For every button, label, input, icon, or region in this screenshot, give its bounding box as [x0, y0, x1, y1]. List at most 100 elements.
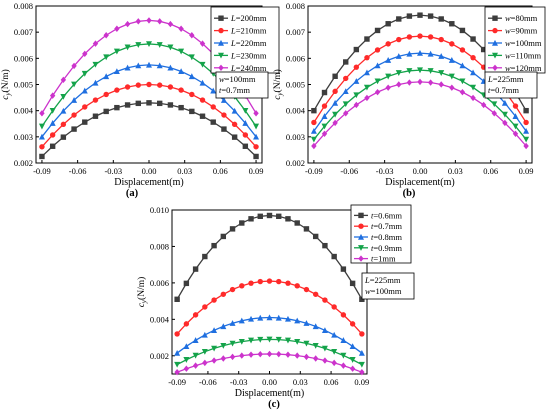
legend-label: L=230mm [230, 50, 267, 60]
data-point [253, 123, 260, 130]
data-point [239, 220, 245, 226]
data-point [349, 321, 356, 327]
data-point [332, 119, 338, 127]
data-point [470, 84, 477, 91]
note-line: t=0.7mm [219, 85, 250, 95]
data-point [312, 355, 319, 362]
series-1 [174, 212, 365, 302]
data-point [385, 57, 392, 63]
data-point [512, 103, 519, 109]
data-point [210, 87, 217, 94]
data-point [113, 68, 120, 75]
x-axis-label: Displacement(m) [235, 388, 304, 399]
legend-label: t=0.9mm [371, 243, 402, 253]
data-point [342, 88, 349, 95]
data-point [343, 59, 349, 65]
data-point [359, 331, 365, 337]
data-point [321, 113, 328, 119]
legend-item: L=240mm [214, 63, 267, 73]
data-point [146, 17, 152, 24]
x-tick-label: -0.03 [230, 377, 248, 387]
panel-label: (c) [268, 399, 280, 410]
legend-item: t=0.9mm [354, 243, 402, 253]
data-point [103, 108, 109, 115]
data-point [322, 242, 328, 249]
data-point [331, 253, 337, 260]
data-point [331, 348, 338, 355]
series-1 [39, 100, 259, 160]
legend-item: w=100mm [488, 38, 542, 48]
data-point [103, 32, 109, 39]
legend-item: L=200mm [214, 13, 267, 23]
data-point [248, 351, 254, 358]
data-point [135, 62, 142, 69]
data-point [359, 368, 365, 376]
data-point [331, 331, 338, 338]
data-point [49, 132, 56, 138]
data-point [135, 42, 142, 48]
legend-item: w=120mm [488, 63, 542, 73]
legend-label: L=210mm [230, 26, 267, 36]
series-5 [174, 350, 365, 376]
data-point [220, 233, 227, 240]
legend: w=80mm w=90mm w=100mm w=110mm w=120mm [484, 6, 546, 74]
y-tick-label: 0.005 [14, 80, 33, 90]
data-point [239, 283, 245, 289]
data-point [501, 99, 508, 106]
legend-label: w=100mm [505, 38, 542, 48]
data-point [188, 54, 195, 61]
data-point [332, 88, 338, 95]
y-axis-label: cy(N/m) [136, 277, 148, 308]
data-point [438, 16, 444, 22]
series-5 [311, 78, 529, 150]
data-point [340, 312, 347, 318]
data-point [353, 92, 360, 99]
data-point [374, 62, 381, 69]
x-axis-label: Displacement(m) [385, 177, 454, 188]
data-point [192, 312, 199, 318]
data-point [257, 278, 263, 285]
x-tick-label: 0.09 [249, 166, 264, 176]
y-tick-label: 0.005 [286, 80, 305, 90]
data-point [406, 34, 413, 40]
data-point [124, 102, 131, 108]
data-point [358, 361, 365, 368]
chart-panel-3: -0.09 -0.06 -0.03 0.00 0.03 0.06 0.09 0.002 0.00… [136, 204, 415, 410]
data-point [231, 121, 238, 128]
data-point [385, 21, 391, 27]
data-point [459, 78, 466, 85]
data-point [174, 331, 180, 337]
data-point [322, 357, 328, 364]
data-point [49, 108, 56, 114]
data-point [49, 143, 56, 149]
data-point [353, 64, 360, 70]
data-point [449, 84, 455, 91]
data-point [124, 44, 131, 51]
data-point [449, 21, 455, 27]
x-tick-label: -0.03 [376, 166, 394, 176]
data-point [167, 102, 174, 108]
data-point [491, 110, 497, 117]
data-point [385, 41, 391, 47]
legend-label: t=1mm [371, 254, 396, 264]
data-point [49, 92, 56, 99]
data-point [417, 33, 423, 39]
data-point [312, 323, 319, 330]
x-tick-label: -0.03 [104, 166, 122, 176]
legend-label: L=220mm [230, 38, 267, 48]
data-point [285, 216, 291, 222]
series-4 [310, 67, 530, 143]
legend-item: t=0.6mm [354, 210, 402, 220]
data-point [192, 362, 199, 369]
data-point [183, 365, 190, 372]
data-point [253, 133, 260, 140]
note-line: w=100mm [219, 74, 256, 84]
data-point [231, 134, 238, 140]
data-point [92, 97, 99, 103]
data-point [480, 101, 487, 109]
data-point [192, 337, 199, 343]
data-point [167, 20, 174, 28]
data-point [501, 111, 508, 118]
data-point [188, 73, 195, 80]
data-point [135, 82, 141, 88]
